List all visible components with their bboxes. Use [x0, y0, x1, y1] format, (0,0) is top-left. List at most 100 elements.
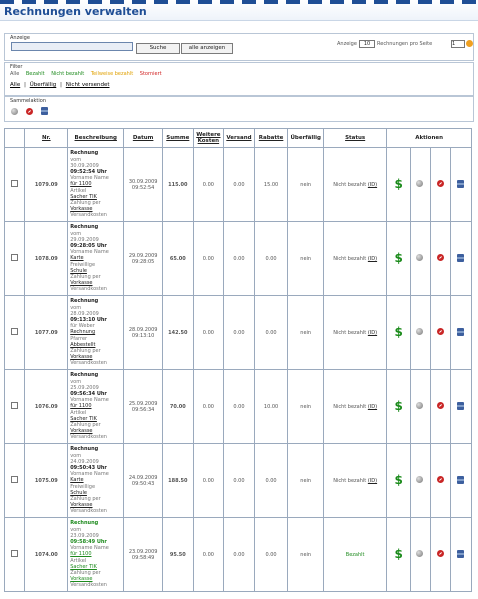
header-discount[interactable]: Rabatte — [253, 128, 289, 148]
header-overdue[interactable]: Überfällig — [287, 128, 325, 148]
invoice-number[interactable]: 1077.09 — [24, 295, 69, 370]
desc-payment-method[interactable]: Vorkasse — [70, 502, 93, 509]
row-checkbox[interactable] — [11, 476, 19, 483]
filter-cancelled[interactable]: Storniert — [139, 71, 162, 77]
search-input[interactable] — [11, 42, 133, 51]
desc-date: 28.09.2009 — [70, 310, 99, 317]
invoice-number[interactable]: 1078.09 — [24, 221, 69, 296]
desc-link-item[interactable]: Schule — [70, 267, 87, 274]
search-button[interactable]: Suche — [136, 43, 180, 54]
invoice-number[interactable]: 1074.00 — [24, 517, 69, 592]
desc-item: Artikel — [70, 187, 87, 194]
desc-payment-method[interactable]: Vorkasse — [70, 206, 93, 213]
row-checkbox[interactable] — [11, 550, 19, 557]
desc-link-item[interactable]: Sacher TIK — [70, 563, 97, 570]
header-date[interactable]: Datum — [123, 128, 163, 148]
desc-link-customer[interactable]: für 1100 — [70, 181, 92, 188]
desc-link-item[interactable]: Schule — [70, 489, 87, 496]
desc-payment-method[interactable]: Vorkasse — [70, 354, 93, 361]
invoice-costs: 0.00 — [192, 443, 225, 518]
print-icon[interactable] — [457, 475, 465, 484]
header-sum[interactable]: Summe — [162, 128, 194, 148]
desc-link-customer[interactable]: für 1100 — [70, 551, 92, 558]
status-link[interactable]: (ID) — [367, 329, 378, 336]
filter-all[interactable]: Alle — [10, 71, 20, 77]
filter-partial[interactable]: Teilweise bezahlt — [90, 71, 134, 77]
desc-payment-method[interactable]: Vorkasse — [70, 428, 93, 435]
dollar-icon[interactable]: $ — [394, 250, 403, 265]
per-page-input[interactable]: 10 — [359, 40, 375, 48]
cancel-icon[interactable] — [436, 549, 444, 557]
page-select[interactable]: 1 — [451, 40, 465, 48]
desc-link-item[interactable]: Sacher TIK — [70, 415, 97, 422]
dollar-icon[interactable]: $ — [394, 398, 403, 413]
mark-icon[interactable] — [416, 475, 424, 483]
tab-all[interactable]: Alle — [10, 82, 21, 88]
header-nr[interactable]: Nr. — [24, 128, 69, 148]
dollar-icon[interactable]: $ — [394, 176, 403, 191]
row-checkbox[interactable] — [11, 180, 19, 187]
status-link[interactable]: (ID) — [367, 181, 378, 188]
cancel-icon[interactable] — [26, 108, 33, 115]
row-select-cell — [3, 443, 26, 518]
header-costs[interactable]: Weitere Kosten — [192, 128, 225, 148]
header-status[interactable]: Status — [323, 128, 388, 148]
cancel-icon[interactable] — [436, 327, 444, 335]
mark-cell — [409, 147, 432, 222]
print-cell — [450, 517, 472, 592]
dollar-icon[interactable]: $ — [394, 546, 403, 561]
row-checkbox[interactable] — [11, 254, 19, 261]
mark-icon[interactable] — [416, 179, 424, 187]
print-icon[interactable] — [41, 107, 48, 115]
desc-link-customer[interactable]: für 1100 — [70, 403, 92, 410]
row-checkbox[interactable] — [11, 402, 19, 409]
print-icon[interactable] — [457, 179, 465, 188]
print-icon[interactable] — [457, 549, 465, 558]
desc-link-customer[interactable]: Karte — [70, 477, 84, 484]
tab-not-sent[interactable]: Nicht versendet — [65, 82, 110, 88]
cancel-icon[interactable] — [436, 253, 444, 261]
invoice-number[interactable]: 1079.09 — [24, 147, 69, 222]
cancel-icon[interactable] — [436, 401, 444, 409]
mark-icon[interactable] — [11, 108, 18, 115]
cancel-cell — [430, 295, 452, 370]
invoice-shipping: 0.00 — [223, 147, 255, 222]
print-cell — [450, 295, 472, 370]
status-link[interactable]: (ID) — [367, 255, 378, 262]
invoice-number[interactable]: 1075.09 — [24, 443, 69, 518]
status-link[interactable]: (ID) — [367, 477, 378, 484]
tab-overdue[interactable]: Überfällig — [29, 82, 57, 88]
desc-link-customer[interactable]: Rechnung — [70, 329, 96, 336]
desc-shipping: Versandkosten — [70, 434, 107, 441]
pay-cell: $ — [386, 369, 411, 444]
print-icon[interactable] — [457, 401, 465, 410]
cancel-icon[interactable] — [436, 475, 444, 483]
go-icon[interactable] — [466, 40, 473, 47]
desc-link-item[interactable]: Sacher TIK — [70, 193, 97, 200]
filter-unpaid[interactable]: Nicht bezahlt — [51, 71, 85, 77]
show-all-button[interactable]: alle anzeigen — [181, 43, 233, 54]
mark-icon[interactable] — [416, 549, 424, 557]
desc-customer: für Weber — [70, 323, 95, 330]
desc-payment-method[interactable]: Vorkasse — [70, 280, 93, 287]
dollar-icon[interactable]: $ — [394, 472, 403, 487]
mark-icon[interactable] — [416, 327, 424, 335]
dollar-icon[interactable]: $ — [394, 324, 403, 339]
header-shipping[interactable]: Versand — [223, 128, 255, 148]
status-link[interactable]: (ID) — [367, 403, 378, 410]
mark-icon[interactable] — [416, 401, 424, 409]
print-icon[interactable] — [457, 327, 465, 336]
invoice-number[interactable]: 1076.09 — [24, 369, 69, 444]
filter-paid[interactable]: Bezahlt — [25, 71, 45, 77]
invoice-description: Rechnung vom 29.09.2009 09:28:05 Uhr Vor… — [67, 221, 125, 296]
print-icon[interactable] — [457, 253, 465, 262]
cancel-icon[interactable] — [436, 179, 444, 187]
desc-link-customer[interactable]: Karte — [70, 255, 84, 262]
mark-icon[interactable] — [416, 253, 424, 261]
desc-payment-method[interactable]: Vorkasse — [70, 576, 93, 583]
invoice-sum: 188.50 — [162, 443, 194, 518]
row-checkbox[interactable] — [11, 328, 19, 335]
header-description[interactable]: Beschreibung — [67, 128, 125, 148]
pay-cell: $ — [386, 443, 411, 518]
desc-link-item[interactable]: Abbestellt — [70, 341, 96, 348]
